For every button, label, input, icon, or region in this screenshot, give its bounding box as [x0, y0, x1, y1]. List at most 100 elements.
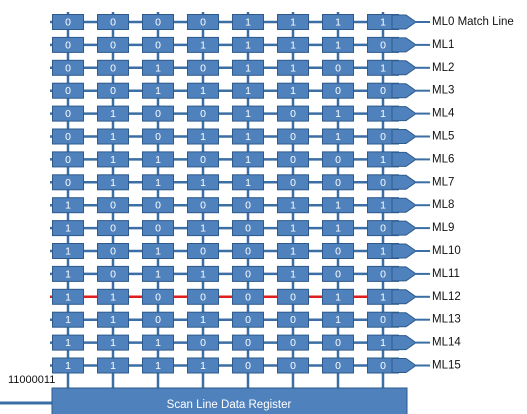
cam-cell: 0 [142, 197, 174, 214]
cell-bit-value: 1 [200, 85, 206, 97]
cell-bit-value: 0 [65, 108, 71, 120]
cam-cell: 0 [187, 105, 219, 122]
cell-bit-value: 1 [110, 108, 116, 120]
match-line-label: ML8 [432, 199, 454, 211]
cell-bit-value: 0 [110, 223, 116, 235]
cam-cell: 1 [97, 334, 129, 351]
cell-bit-value: 0 [110, 200, 116, 212]
cam-cell: 1 [187, 265, 219, 282]
cam-cell: 1 [232, 59, 264, 76]
cam-cell: 1 [277, 14, 309, 30]
cell-bit-value: 0 [110, 39, 116, 51]
cam-cell: 0 [277, 357, 309, 374]
cell-bit-value: 0 [65, 131, 71, 143]
match-line-label: ML3 [432, 85, 454, 97]
cam-cell: 0 [322, 243, 354, 259]
cam-cell: 0 [97, 243, 129, 259]
cam-cell: 1 [322, 14, 354, 30]
cam-cell: 0 [52, 59, 84, 76]
cam-cell: 0 [322, 151, 354, 168]
cam-cell: 1 [322, 288, 354, 305]
cam-cell: 0 [277, 151, 309, 168]
cam-cell: 1 [187, 36, 219, 53]
cell-bit-value: 0 [155, 39, 161, 51]
cam-cell: 1 [187, 174, 219, 191]
cell-bit-value: 0 [110, 17, 116, 29]
cell-bit-value: 0 [245, 337, 251, 349]
cam-cell: 1 [52, 334, 84, 351]
match-line-labels: ML0 Match Line ML1 ML2 ML3 ML4 ML5 ML6 ML7 ML8 ML… [432, 16, 514, 372]
cam-cell: 1 [187, 128, 219, 145]
match-line-label: ML11 [432, 268, 460, 280]
cell-bit-value: 0 [335, 85, 341, 97]
match-line-label: ML10 [432, 245, 461, 257]
cell-bit-value: 1 [380, 17, 386, 29]
match-line-label: ML6 [432, 153, 454, 165]
cell-bit-value: 0 [380, 131, 386, 143]
cam-cell: 1 [142, 59, 174, 76]
match-line-label: ML13 [432, 314, 461, 326]
cell-bit-value: 0 [290, 154, 296, 166]
cell-bit-value: 1 [290, 246, 296, 258]
cam-cell: 1 [142, 334, 174, 351]
cell-bit-value: 0 [200, 246, 206, 258]
cell-bit-value: 1 [110, 291, 116, 303]
cell-bit-value: 1 [200, 223, 206, 235]
cell-bit-value: 0 [290, 108, 296, 120]
cam-cell: 1 [277, 36, 309, 53]
cell-bit-value: 0 [380, 177, 386, 189]
cell-bit-value: 1 [200, 177, 206, 189]
cam-cell: 1 [277, 59, 309, 76]
cell-bit-value: 1 [65, 268, 71, 280]
cell-bit-value: 0 [110, 246, 116, 258]
sense-amp-arrow [391, 37, 417, 53]
cell-bit-value: 0 [65, 62, 71, 74]
cell-bit-value: 1 [155, 85, 161, 97]
cam-cell: 0 [367, 128, 399, 145]
cam-cell: 1 [187, 311, 219, 328]
cell-bit-value: 0 [200, 200, 206, 212]
cell-bit-value: 0 [335, 177, 341, 189]
match-line-label: ML12 [432, 291, 461, 303]
sense-amp-arrow [391, 266, 417, 282]
cell-bit-value: 1 [110, 360, 116, 372]
sense-amp-arrow [391, 83, 417, 99]
search-input-value: 11000011 [8, 374, 55, 386]
cell-bit-value: 1 [335, 200, 341, 212]
cam-cell: 1 [322, 220, 354, 237]
sense-amp-arrow [391, 129, 417, 144]
cam-cell: 1 [322, 128, 354, 145]
cam-cell: 0 [232, 197, 264, 214]
cam-cell: 0 [277, 311, 309, 328]
cell-bit-value: 1 [335, 223, 341, 235]
cell-bit-value: 0 [65, 154, 71, 166]
cell-bit-value: 1 [200, 360, 206, 372]
cell-bit-value: 0 [335, 154, 341, 166]
cam-cell: 0 [187, 14, 219, 30]
cam-cell: 0 [232, 334, 264, 351]
cam-cell: 0 [322, 174, 354, 191]
cell-bit-value: 1 [380, 246, 386, 258]
cam-cell: 0 [142, 220, 174, 237]
cam-cell: 1 [232, 174, 264, 191]
cell-bit-value: 1 [65, 337, 71, 349]
cell-bit-value: 1 [290, 85, 296, 97]
cam-cell: 0 [232, 357, 264, 374]
cam-cell: 0 [142, 311, 174, 328]
cam-cell: 0 [187, 288, 219, 305]
cam-cell: 0 [52, 105, 84, 122]
cell-bit-value: 1 [110, 154, 116, 166]
sense-amp-arrow [391, 289, 417, 305]
cell-bit-value: 1 [245, 39, 251, 51]
cam-cell: 1 [52, 197, 84, 214]
cell-bit-value: 0 [155, 223, 161, 235]
cell-bit-value: 0 [65, 17, 71, 29]
cam-cell: 0 [232, 220, 264, 237]
cell-bit-value: 1 [380, 108, 386, 120]
match-line-label: ML14 [432, 337, 461, 349]
cam-cell: 0 [232, 311, 264, 328]
cell-bit-value: 0 [245, 223, 251, 235]
cell-bit-value: 0 [200, 17, 206, 29]
cell-bit-value: 1 [380, 62, 386, 74]
cell-bit-value: 0 [335, 62, 341, 74]
